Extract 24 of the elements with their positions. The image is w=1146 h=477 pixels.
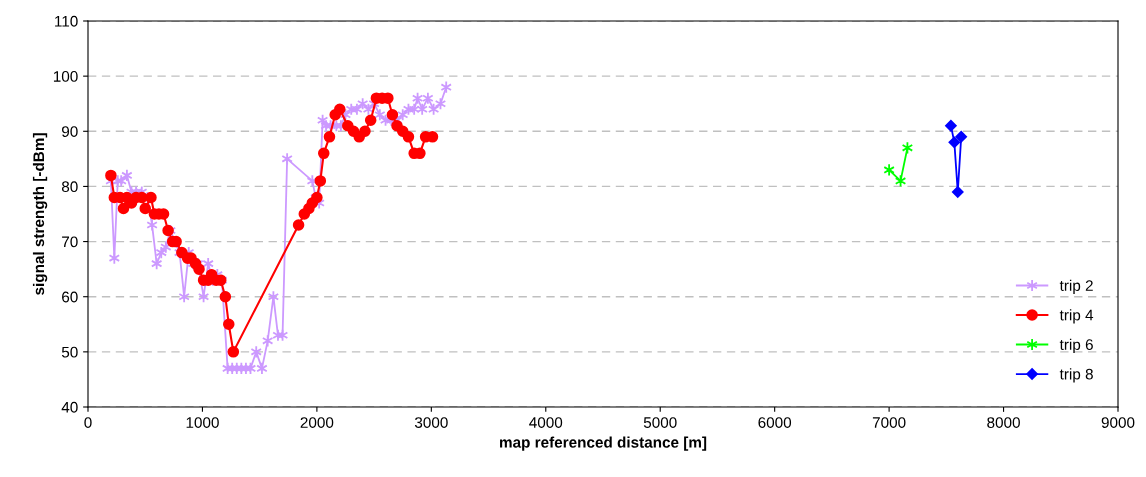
y-tick-label: 90: [62, 126, 78, 137]
y-tick-label: 60: [62, 291, 78, 303]
legend-label: trip 8: [1059, 368, 1093, 383]
legend-label: trip 6: [1059, 338, 1093, 354]
x-tick-label: 6000: [758, 417, 792, 428]
x-axis-title: map referenced distance [m]: [500, 436, 707, 451]
y-tick-label: 70: [62, 236, 78, 248]
legend-label: trip 2: [1059, 279, 1093, 294]
x-tick-label: 4000: [529, 417, 563, 428]
x-tick-label: 2000: [300, 417, 334, 428]
x-tick-label: 7000: [872, 417, 906, 428]
x-tick-label: 1000: [186, 417, 219, 428]
y-tick-label: 100: [53, 71, 78, 82]
y-tick-label: 110: [55, 15, 78, 27]
x-tick-label: 8000: [987, 417, 1020, 428]
x-tick-label: 3000: [414, 417, 448, 428]
y-tick-label: 40: [61, 401, 78, 413]
x-tick-label: 9000: [1101, 417, 1135, 428]
y-tick-label: 80: [61, 181, 78, 193]
x-tick-label: 0: [84, 417, 92, 428]
y-tick-label: 50: [61, 346, 78, 358]
y-axis-title: signal strength [-dBm]: [32, 133, 48, 295]
x-tick-label: 5000: [643, 417, 677, 428]
legend-label: trip 4: [1059, 309, 1094, 324]
